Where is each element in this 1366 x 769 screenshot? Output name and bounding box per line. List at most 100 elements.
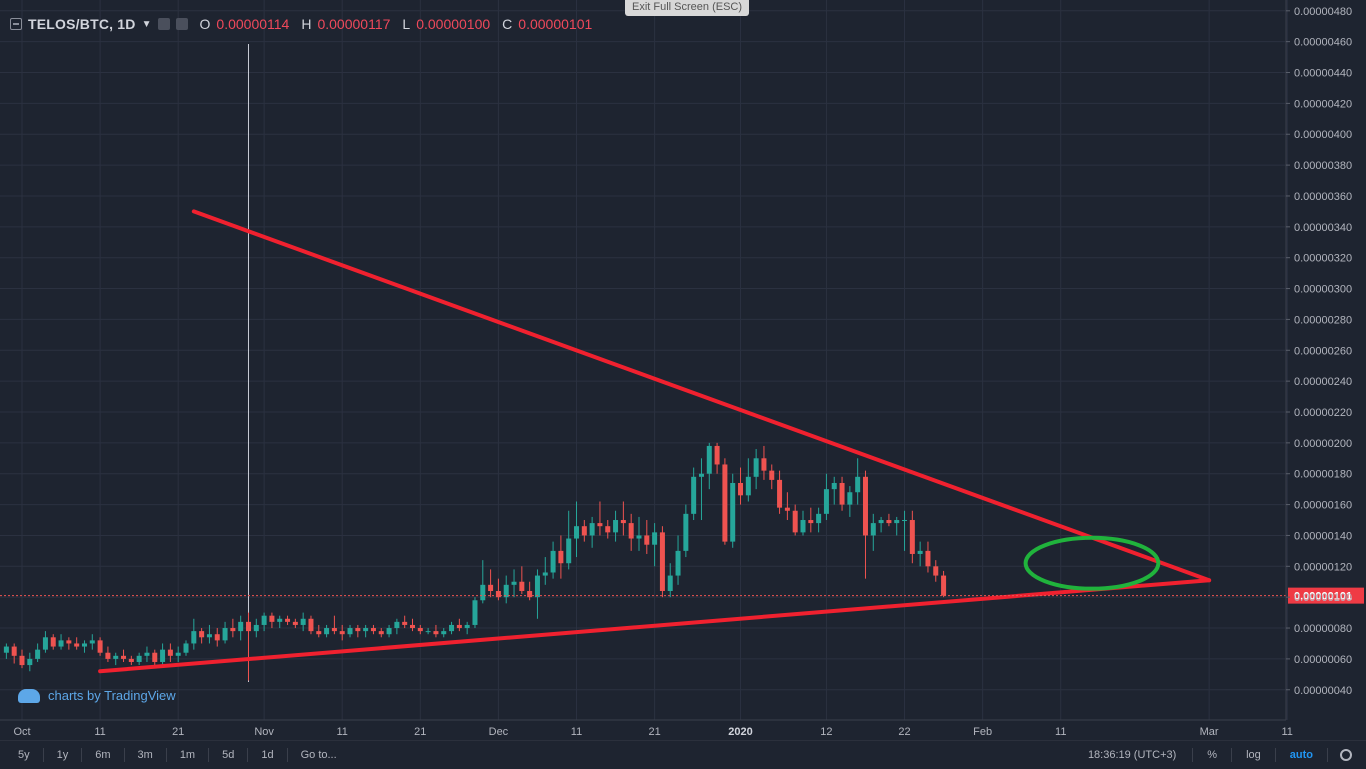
auto-scale-toggle[interactable]: auto [1289,749,1313,761]
legend-settings-icon[interactable] [157,18,170,30]
candle-body [277,618,283,622]
divider [286,748,288,762]
candle-body [214,634,220,641]
candle-body [823,489,829,514]
range-5d[interactable]: 5d [222,749,235,761]
last-price-label: 0.00000101 [1294,591,1352,603]
exit-fullscreen-button[interactable]: Exit Full Screen (ESC) [625,0,749,16]
divider [81,748,83,762]
divider [1192,748,1194,762]
candle-body [839,482,845,505]
caret-down-icon[interactable]: ▼ [141,18,152,30]
candle-body [144,652,150,656]
candle-body [542,572,548,576]
menu-icon[interactable] [10,18,22,30]
chart-grid [0,0,1288,720]
candle-body [238,621,244,632]
candle-body [620,520,626,524]
range-3m[interactable]: 3m [137,749,153,761]
symbol-title[interactable]: TELOS/BTC, 1D [28,16,136,32]
candle-body [449,624,455,632]
range-1y[interactable]: 1y [56,749,69,761]
candle-body [769,470,775,480]
candle-body [339,631,345,635]
percent-toggle[interactable]: % [1207,749,1218,761]
candle-body [394,621,400,629]
highlight-ellipse[interactable] [1023,535,1161,591]
candle-body [659,532,665,592]
y-tick-label: 0.00000260 [1294,345,1352,357]
candle-body [667,575,673,592]
candle-body [121,655,127,659]
range-6m[interactable]: 6m [95,749,111,761]
candle-body [128,658,134,662]
candle-body [456,624,462,629]
candle-body [480,584,486,601]
candle-body [870,523,876,536]
candle-body [495,591,501,598]
price-chart[interactable]: 0.00000101 0.00000480 0.00000460 0.0000044… [0,0,1366,740]
tradingview-branding[interactable]: charts by TradingView [18,688,176,703]
candle-body [269,615,275,622]
price-axis[interactable]: 0.00000480 0.00000460 0.00000440 0.00000420… [1285,0,1352,720]
last-price-line: 0.00000101 [0,587,1364,604]
candle-body [355,628,361,632]
y-tick-label: 0.00000460 [1294,37,1352,49]
candle-body [706,445,712,474]
candle-body [761,458,767,471]
candle-body [534,575,540,598]
goto-date-button[interactable]: Go to... [300,749,337,761]
x-tick-label: Mar [1200,726,1219,738]
candle-body [11,646,17,656]
candle-body [160,649,166,662]
log-toggle[interactable]: log [1246,749,1261,761]
time-axis[interactable]: Oct 11 21 Nov 11 21 Dec 11 21 2020 12 22 Feb 11 Mar 11 [0,719,1293,738]
candle-body [245,621,251,632]
y-tick-label: 0.00000100 [1294,592,1352,604]
candle-body [855,476,861,493]
candle-body [605,526,611,533]
candle-body [847,492,853,505]
legend-close-icon[interactable] [175,18,188,30]
candle-body [58,640,64,647]
divider [123,748,125,762]
candle-body [902,520,908,522]
candle-body [285,618,291,622]
x-tick-label: 2020 [728,726,752,738]
y-tick-label: 0.00000240 [1294,376,1352,388]
range-1m[interactable]: 1m [179,749,196,761]
candle-body [347,628,353,635]
candle-body [370,628,376,632]
y-tick-label: 0.00000040 [1294,685,1352,697]
candle-body [410,624,415,629]
candle-body [378,631,384,635]
gear-icon[interactable] [1340,749,1352,761]
range-1d[interactable]: 1d [261,749,274,761]
y-tick-label: 0.00000280 [1294,314,1352,326]
bottom-toolbar: 5y 1y 6m 3m 1m 5d 1d Go to... 18:36:19 (… [0,740,1366,769]
range-5y[interactable]: 5y [18,749,30,761]
candle-body [152,652,158,662]
candle-body [300,618,306,625]
divider [247,748,249,762]
candle-body [27,658,33,666]
candle-body [35,649,41,659]
candle-body [628,523,634,539]
divider [1274,748,1276,762]
candle-body [503,584,509,598]
clock-timezone[interactable]: 18:36:19 (UTC+3) [1087,749,1177,761]
candle-body [613,520,619,533]
candle-body [941,575,947,596]
candle-body [792,510,798,533]
y-tick-label: 0.00000080 [1294,623,1352,635]
candle-body [81,643,87,647]
close-key: C [502,16,513,32]
divider [1231,748,1233,762]
candle-body [441,631,447,635]
x-tick-label: 11 [336,726,347,738]
x-tick-label: Dec [489,726,509,738]
candle-body [800,520,806,533]
upper-trendline[interactable] [191,209,1212,583]
candle-body [230,628,236,632]
candle-body [89,640,95,644]
